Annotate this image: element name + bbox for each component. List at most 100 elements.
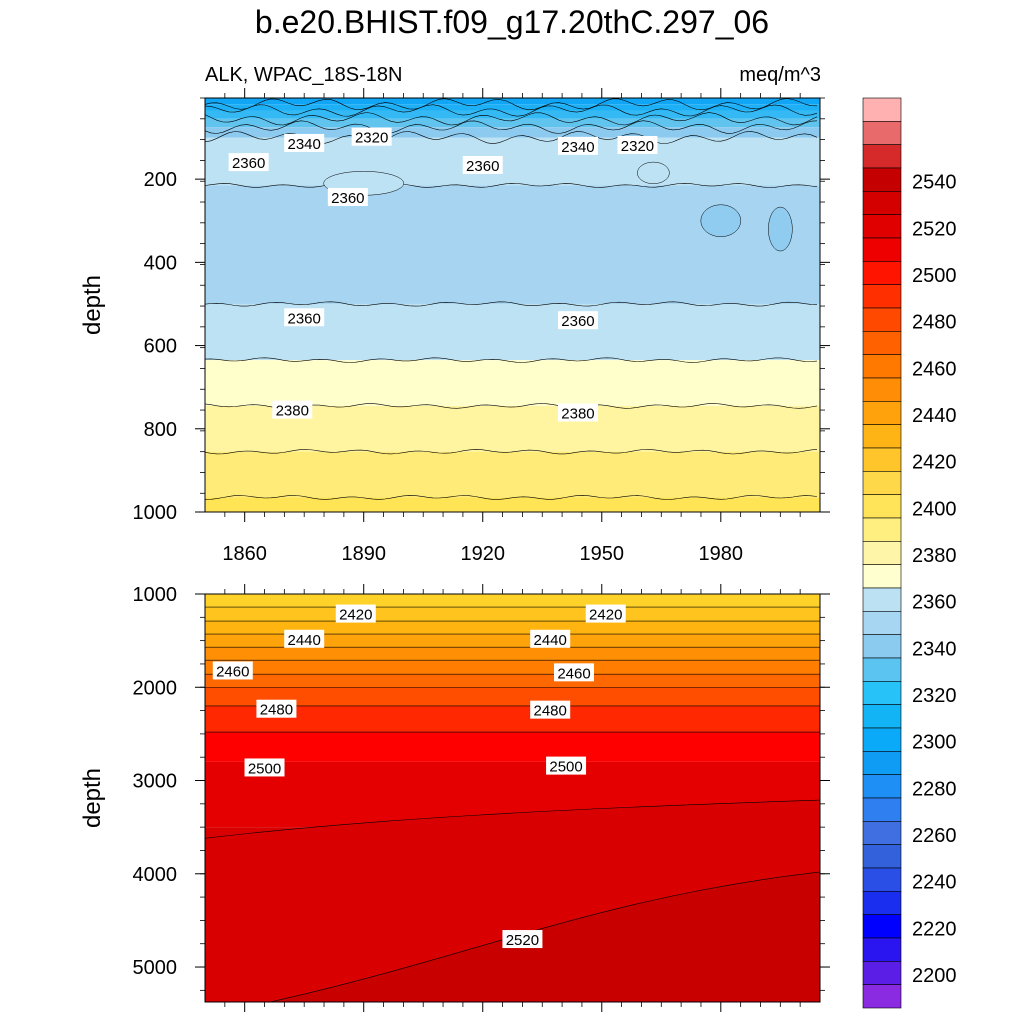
contour-label: 2440 [530, 629, 571, 649]
contour-label: 2440 [284, 629, 325, 649]
x-tick-label: 1890 [341, 543, 386, 565]
contour-band [205, 451, 820, 498]
colorbar-label: 2240 [912, 872, 957, 894]
contour-band [205, 104, 820, 111]
contour-line [204, 120, 818, 134]
contour-label: 2360 [327, 188, 368, 207]
colorbar-label: 2540 [912, 172, 957, 194]
contour-label-bg [462, 155, 503, 174]
y-tick-label: 200 [144, 169, 177, 191]
contour-line [204, 301, 818, 307]
contour-label-bg [554, 663, 594, 682]
colorbar-swatch [862, 121, 902, 145]
colorbar-label: 2400 [912, 498, 957, 520]
contour-label: 2360 [228, 153, 269, 172]
contour-label-bg [244, 758, 285, 777]
contour-label: 2520 [502, 930, 543, 949]
contour-label-text: 2320 [621, 138, 654, 155]
x-tick-label: 1950 [580, 543, 625, 565]
contour-line [204, 98, 818, 111]
contour-band [205, 607, 820, 622]
colorbar-label: 2220 [912, 918, 957, 940]
colorbar-label: 2340 [912, 638, 957, 660]
colorbar-label: 2380 [912, 545, 957, 567]
contour-label-bg [284, 133, 325, 152]
contour-label: 2340 [284, 133, 325, 153]
contour-band [205, 118, 820, 128]
contour-band [205, 705, 820, 733]
colorbar-swatch [862, 891, 902, 915]
contour-label-bg [546, 756, 587, 775]
contour-label-bg [585, 604, 626, 623]
contour-label-bg [284, 629, 325, 648]
contour-label: 2320 [351, 127, 392, 147]
colorbar-swatch [862, 284, 902, 309]
contour-blob [637, 161, 670, 184]
contour-label-text: 2520 [506, 932, 539, 949]
colorbar-swatch [862, 844, 902, 869]
contour-label: 2380 [272, 400, 313, 420]
colorbar-swatch [862, 961, 902, 985]
contour-line [204, 449, 818, 455]
colorbar-swatch [862, 937, 902, 962]
colorbar-swatch [862, 914, 902, 939]
chart-title: b.e20.BHIST.f09_g17.20thC.297_06 [254, 4, 770, 40]
contour-label: 2480 [530, 700, 571, 720]
colorbar-label: 2460 [912, 358, 957, 380]
y-tick-label: 800 [144, 419, 177, 441]
colorbar-label: 2360 [912, 592, 957, 614]
contour-label-text: 2420 [589, 607, 622, 624]
y-tick-label: 2000 [133, 677, 178, 699]
contour-label-text: 2320 [355, 130, 388, 147]
colorbar-swatch [862, 261, 902, 285]
colorbar-label: 2280 [912, 778, 957, 800]
contour-label: 2460 [554, 663, 594, 682]
contour-label-text: 2480 [534, 703, 567, 720]
colorbar-label: 2420 [912, 452, 957, 474]
colorbar-swatch [862, 307, 902, 332]
contour-label-bg [557, 403, 598, 422]
colorbar-label: 2200 [912, 965, 957, 987]
colorbar-swatch [862, 214, 902, 239]
contour-label: 2360 [462, 155, 503, 175]
contour-label: 2420 [585, 604, 626, 624]
colorbar-swatch [862, 821, 902, 845]
contour-band-deepest [270, 871, 820, 1002]
colorbar-label: 2520 [912, 218, 957, 240]
contour-label-bg [228, 153, 269, 172]
contour-label-text: 2360 [331, 190, 364, 207]
contour-label: 2420 [335, 604, 376, 624]
contour-label-bg [272, 400, 313, 419]
colorbar-swatch [862, 517, 902, 542]
contour-label-text: 2440 [534, 632, 567, 649]
plot-frame [204, 593, 821, 1003]
contour-blob [768, 206, 793, 252]
contour-band [205, 594, 820, 608]
colorbar-swatch [862, 144, 902, 169]
contour-label-text: 2420 [339, 607, 372, 624]
colorbar-swatch [862, 447, 902, 472]
colorbar-swatch [862, 797, 902, 822]
contour-label-text: 2360 [561, 313, 594, 330]
contour-label-bg [351, 127, 392, 146]
y-tick-label: 400 [144, 252, 177, 274]
contour-label-text: 2360 [232, 155, 265, 172]
units-label: meq/m^3 [739, 64, 821, 86]
colorbar-swatch [862, 751, 902, 775]
y-tick-label: 600 [144, 336, 177, 358]
contour-band [205, 621, 820, 635]
contour-line [204, 182, 818, 188]
contour-band [205, 634, 820, 648]
colorbar-label: 2300 [912, 732, 957, 754]
contour-line [204, 799, 821, 839]
colorbar-label: 2480 [912, 312, 957, 334]
contour-label: 2480 [256, 699, 297, 719]
contour-label-text: 2460 [557, 665, 590, 682]
y-axis-label: depth [79, 768, 106, 828]
contour-line [204, 357, 818, 363]
contour-label: 2320 [617, 136, 658, 155]
colorbar-swatch [862, 191, 902, 215]
contour-band [205, 660, 820, 675]
upper-panel: 200 400 600 800 1000 1860 1890 1920 1950 1980 dept… [79, 88, 830, 565]
